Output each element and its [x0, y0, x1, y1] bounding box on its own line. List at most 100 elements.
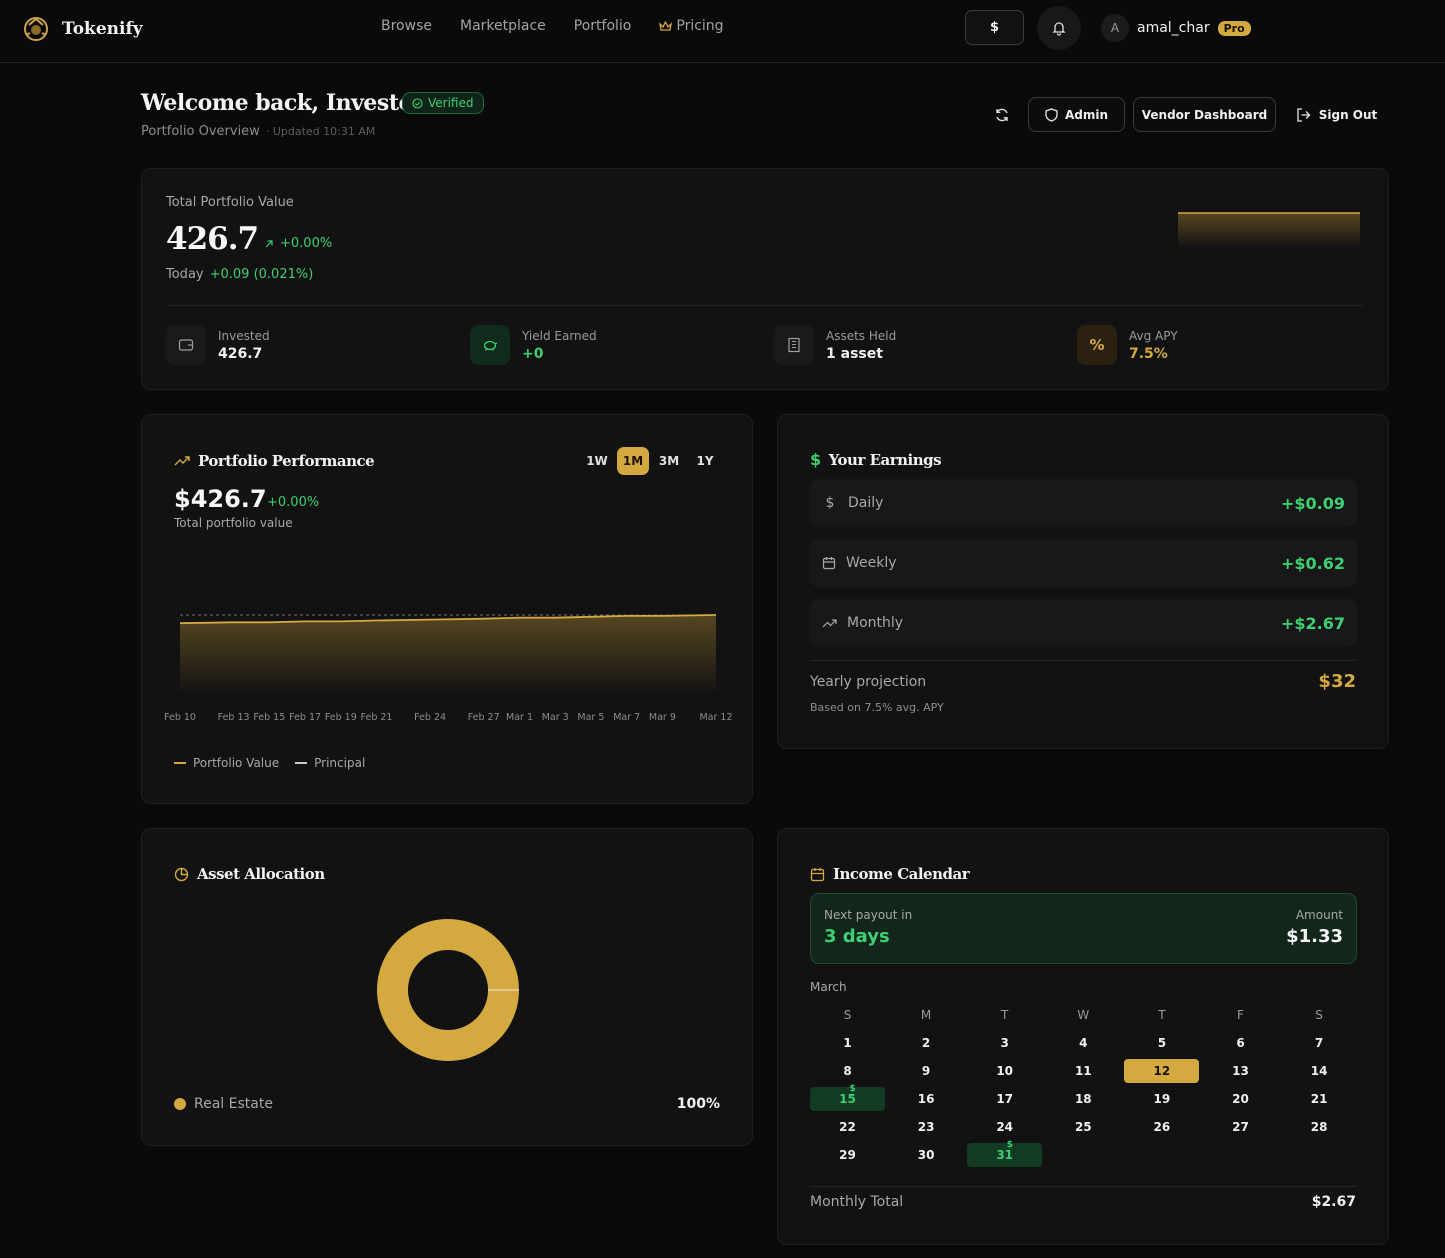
allocation-title: Asset Allocation: [174, 865, 325, 883]
day-number: 3: [1000, 1036, 1009, 1050]
calendar-payout-day[interactable]: 31 $: [967, 1140, 1043, 1167]
calendar-day[interactable]: 10: [967, 1059, 1042, 1083]
nav-pricing[interactable]: Pricing: [659, 18, 724, 34]
calendar-day[interactable]: 24: [967, 1115, 1042, 1139]
day-number: 7: [1314, 1036, 1324, 1050]
total-change-value: +0.00%: [280, 236, 333, 251]
stat-invested: Invested 426.7: [166, 325, 270, 365]
calendar-day[interactable]: 23: [889, 1115, 964, 1139]
day-number: 9: [921, 1064, 931, 1078]
range-1y[interactable]: 1Y: [696, 454, 714, 468]
calendar-day[interactable]: 26: [1124, 1115, 1199, 1139]
calendar-day[interactable]: 17: [967, 1087, 1042, 1111]
allocation-item-percent: 100%: [676, 1096, 720, 1112]
day-number: 27: [1232, 1120, 1249, 1134]
calendar-day[interactable]: 21: [1282, 1087, 1357, 1111]
portfolio-value-area: [180, 615, 716, 691]
calendar-icon: [810, 867, 825, 881]
range-1w[interactable]: 1W: [586, 454, 608, 468]
day-number: 26: [1153, 1120, 1171, 1134]
x-tick-label: Feb 27: [468, 712, 500, 723]
stat-label: Avg APY: [1129, 328, 1178, 343]
nav-browse[interactable]: Browse: [381, 18, 432, 34]
today-value: +0.09 (0.021%): [209, 267, 314, 282]
admin-button[interactable]: Admin: [1028, 97, 1125, 132]
day-number: 29: [839, 1148, 856, 1162]
calendar-day[interactable]: 6: [1203, 1031, 1278, 1055]
day-number: 21: [1310, 1092, 1328, 1106]
vendor-dashboard-button[interactable]: Vendor Dashboard: [1133, 97, 1276, 132]
day-number: 19: [1153, 1092, 1171, 1106]
range-1m[interactable]: 1M: [617, 447, 649, 475]
day-number: 13: [1232, 1064, 1249, 1078]
portfolio-summary-card: Total Portfolio Value 426.7 +0.00% Today…: [141, 168, 1389, 390]
calendar-day[interactable]: 29: [810, 1143, 885, 1167]
calendar-day[interactable]: 20: [1203, 1087, 1278, 1111]
logo[interactable]: Tokenify: [20, 13, 143, 45]
calendar-day[interactable]: 14: [1282, 1059, 1357, 1083]
today-label: Today: [166, 267, 204, 282]
bell-icon: [1052, 22, 1066, 36]
performance-sublabel: Total portfolio value: [174, 516, 293, 530]
calendar-day[interactable]: 16: [889, 1087, 964, 1111]
refresh-button[interactable]: [990, 104, 1014, 126]
calendar-day[interactable]: 11: [1046, 1059, 1121, 1083]
stat-assets: Assets Held 1 asset: [774, 325, 896, 365]
next-payout-value: 3 days: [824, 926, 890, 947]
user-menu[interactable]: A amal_char Pro: [1101, 14, 1251, 42]
building-icon: [774, 325, 814, 365]
legend-principal: Principal: [295, 756, 365, 770]
calendar-day[interactable]: 13: [1203, 1059, 1278, 1083]
calendar-day[interactable]: 3: [967, 1031, 1042, 1055]
currency-button[interactable]: $: [965, 10, 1024, 45]
calendar-day[interactable]: 1: [810, 1031, 885, 1055]
range-3m[interactable]: 3M: [658, 454, 680, 468]
sign-out-button[interactable]: Sign Out: [1290, 97, 1383, 132]
calendar-day[interactable]: 28: [1282, 1115, 1357, 1139]
calendar-day[interactable]: 18: [1046, 1087, 1121, 1111]
earnings-monthly-value: +$2.67: [1280, 613, 1345, 633]
allocation-card: Asset Allocation Real Estate 100%: [141, 828, 753, 1146]
wallet-icon: [166, 325, 206, 365]
nav-portfolio[interactable]: Portfolio: [573, 18, 632, 34]
calendar-day[interactable]: 8: [810, 1059, 885, 1083]
performance-title-text: Portfolio Performance: [198, 452, 375, 470]
calendar-day[interactable]: 4: [1046, 1031, 1121, 1055]
calendar-day[interactable]: 9: [889, 1059, 964, 1083]
calendar-day[interactable]: 25: [1046, 1115, 1121, 1139]
stat-label: Invested: [218, 328, 270, 343]
calendar-day[interactable]: 30: [889, 1143, 964, 1167]
stat-value: 1 asset: [826, 345, 883, 362]
calendar-day[interactable]: 2: [889, 1031, 964, 1055]
nav-marketplace[interactable]: Marketplace: [459, 18, 546, 34]
legend-portfolio-label: Portfolio Value: [193, 756, 280, 770]
day-number: 2: [921, 1036, 931, 1050]
verified-label: Verified: [428, 96, 474, 110]
allocation-slice[interactable]: [377, 919, 519, 1062]
chart-legend: Portfolio Value Principal: [174, 756, 365, 770]
updated-time: · Updated 10:31 AM: [265, 125, 376, 138]
calendar-day[interactable]: 19: [1124, 1087, 1199, 1111]
day-number: 10: [996, 1064, 1014, 1078]
weekday-header: S: [843, 1008, 852, 1022]
total-value: 426.7: [166, 221, 259, 257]
day-number: 4: [1079, 1036, 1088, 1050]
calendar-day[interactable]: 27: [1203, 1115, 1278, 1139]
calendar-day[interactable]: 7: [1282, 1031, 1357, 1055]
x-tick-label: Feb 21: [361, 712, 393, 723]
day-number: 15: [839, 1092, 856, 1106]
calendar-payout-day[interactable]: 15 $: [810, 1084, 885, 1111]
notifications-button[interactable]: [1037, 6, 1081, 50]
day-number: 28: [1310, 1120, 1328, 1134]
calendar-day[interactable]: 22: [810, 1115, 885, 1139]
stat-value: 426.7: [218, 345, 263, 362]
x-tick-label: Feb 19: [325, 712, 357, 723]
calendar-today[interactable]: 12: [1124, 1059, 1200, 1083]
day-number: 18: [1074, 1092, 1092, 1106]
page-subtitle: Portfolio Overview · Updated 10:31 AM: [141, 124, 424, 139]
stat-apy: % Avg APY 7.5%: [1077, 325, 1178, 365]
day-number: 12: [1153, 1064, 1171, 1078]
weekday-header: F: [1237, 1008, 1244, 1022]
allocation-item-label: Real Estate: [194, 1096, 273, 1112]
calendar-day[interactable]: 5: [1124, 1031, 1199, 1055]
